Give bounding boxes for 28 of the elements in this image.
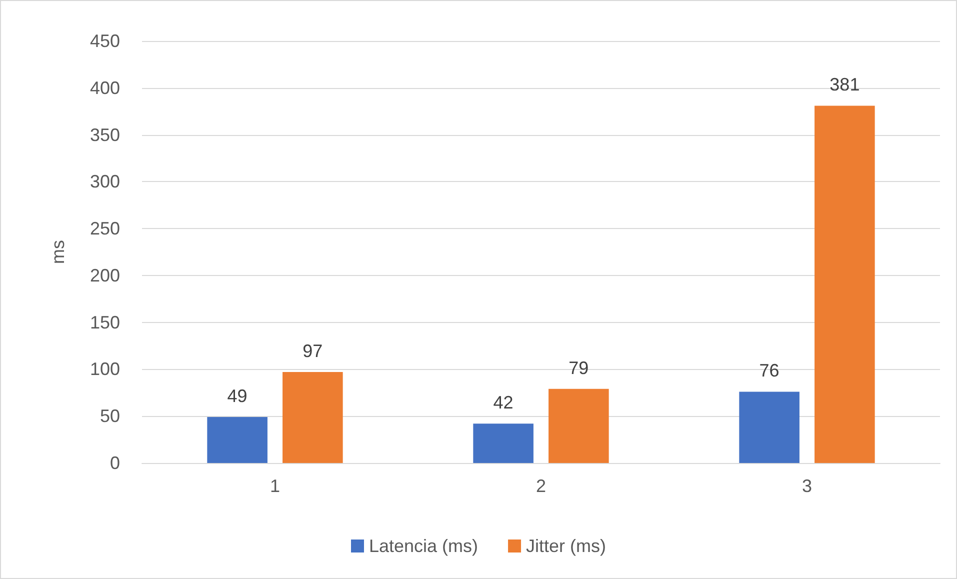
- bar: [548, 388, 609, 463]
- legend-label: Jitter (ms): [526, 536, 606, 556]
- data-label: 76: [759, 360, 780, 381]
- bar: [814, 106, 875, 463]
- y-tick-label: 0: [110, 453, 120, 473]
- data-label: 49: [227, 386, 248, 406]
- y-tick-label: 100: [90, 359, 120, 380]
- bar: [473, 424, 534, 463]
- y-tick-label: 200: [90, 265, 120, 286]
- y-tick-label: 50: [100, 406, 120, 426]
- bar: [282, 372, 343, 463]
- y-tick-label: 150: [90, 312, 120, 332]
- x-tick-label: 2: [536, 476, 546, 496]
- y-tick-label: 250: [90, 218, 120, 239]
- y-tick-label: 400: [90, 78, 120, 98]
- data-label: 97: [302, 341, 323, 362]
- x-tick-label: 3: [802, 476, 812, 496]
- y-tick-label: 450: [90, 31, 120, 51]
- x-tick-label: 1: [270, 476, 280, 496]
- data-label: 79: [568, 358, 589, 378]
- data-label: 381: [830, 74, 860, 95]
- y-tick-label: 300: [90, 172, 120, 192]
- y-axis-title: ms: [48, 240, 68, 264]
- y-tick-label: 350: [90, 124, 120, 145]
- bar: [207, 417, 268, 463]
- legend-label: Latencia (ms): [368, 536, 478, 556]
- data-label: 42: [493, 392, 514, 413]
- bar: [739, 392, 800, 463]
